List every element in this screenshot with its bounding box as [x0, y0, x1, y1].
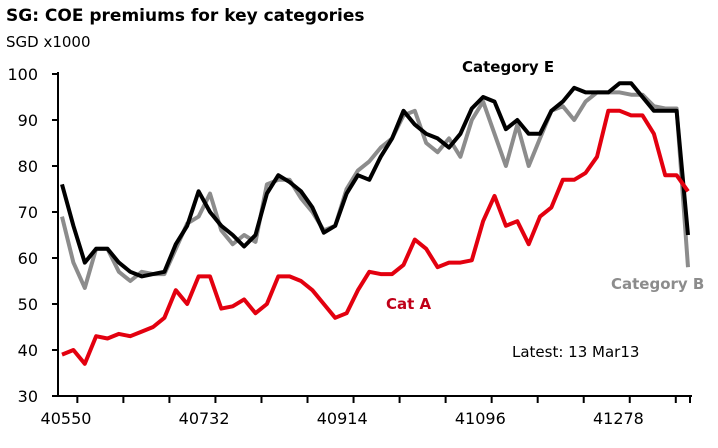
axes: 30 40 50 60 70 80 90 100 40550 40732 40914 41096 412…	[7, 65, 692, 428]
series-line-cat-a	[61, 108, 690, 366]
label-category-e: Category E	[462, 58, 554, 76]
y-tick-label: 60	[18, 249, 38, 268]
label-category-b: Category B	[611, 275, 704, 293]
x-tick-label: 40914	[317, 409, 368, 428]
y-tick-label: 100	[7, 65, 38, 84]
y-tick-label: 30	[18, 387, 38, 406]
y-tick-label: 80	[18, 157, 38, 176]
x-tick-label: 41096	[455, 409, 506, 428]
chart-title: SG: COE premiums for key categories	[6, 6, 365, 26]
latest-date-annotation: Latest: 13 Mar13	[512, 343, 639, 361]
series-line-category-e	[60, 81, 690, 279]
series-line-category-b	[60, 90, 690, 290]
x-tick-label: 40550	[41, 409, 92, 428]
x-tick-label: 40732	[179, 409, 230, 428]
series-lines	[60, 81, 690, 366]
y-axis-unit-label: SGD x1000	[6, 33, 91, 51]
y-tick-label: 90	[18, 111, 38, 130]
y-tick-label: 40	[18, 341, 38, 360]
label-cat-a: Cat A	[386, 295, 432, 313]
y-tick-label: 50	[18, 295, 38, 314]
x-tick-label: 41278	[593, 409, 644, 428]
y-tick-label: 70	[18, 203, 38, 222]
